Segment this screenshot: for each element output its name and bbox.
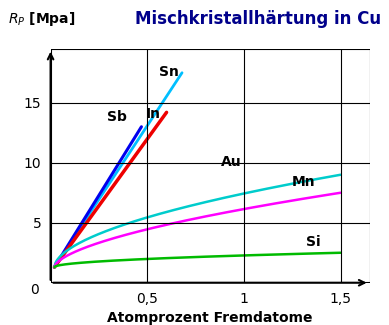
Text: Si: Si bbox=[306, 235, 321, 249]
Text: Mn: Mn bbox=[292, 175, 316, 189]
X-axis label: Atomprozent Fremdatome: Atomprozent Fremdatome bbox=[107, 311, 313, 325]
Text: In: In bbox=[145, 107, 160, 121]
Text: Mischkristallhärtung in Cu: Mischkristallhärtung in Cu bbox=[135, 10, 381, 28]
Text: $R_P$ [Mpa]: $R_P$ [Mpa] bbox=[8, 10, 75, 28]
Text: Sb: Sb bbox=[107, 111, 126, 124]
Text: Au: Au bbox=[221, 155, 241, 169]
Text: Sn: Sn bbox=[159, 65, 179, 79]
Text: 0: 0 bbox=[30, 283, 39, 297]
